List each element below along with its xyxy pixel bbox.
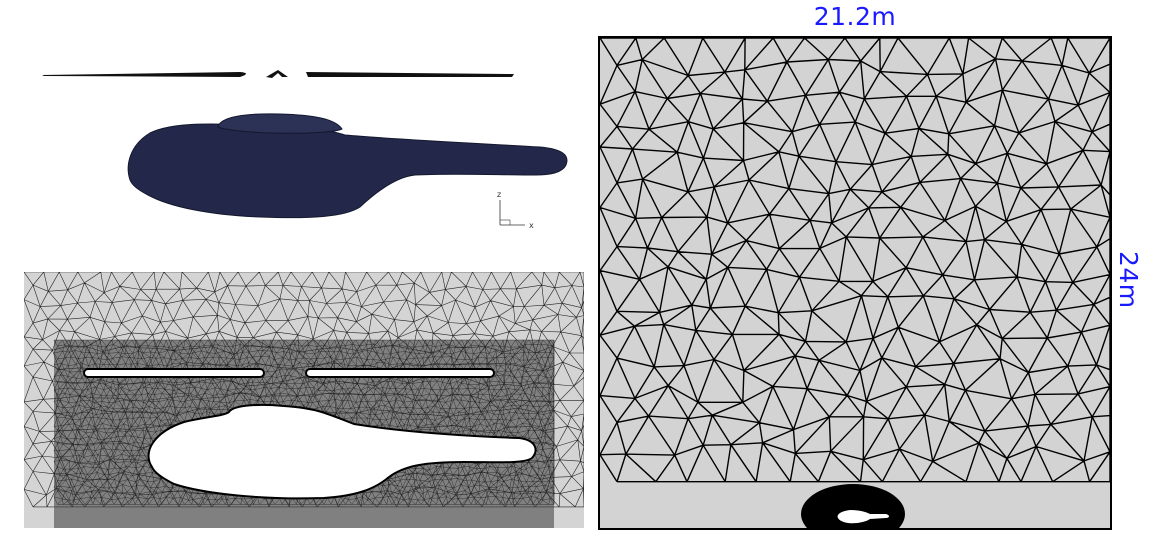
mesh-edges bbox=[599, 37, 1111, 483]
closeup-mesh-svg bbox=[24, 272, 584, 528]
blade-cutout-right bbox=[305, 368, 495, 378]
fuselage-cabin-top bbox=[217, 113, 343, 134]
domain-width-label: 21.2m bbox=[813, 2, 897, 31]
axis-triad: z x bbox=[497, 190, 534, 230]
domain-mesh-lines bbox=[599, 37, 1111, 483]
rotor-blade-left bbox=[42, 72, 246, 77]
axis-x-label: x bbox=[529, 221, 534, 230]
domain-boundary bbox=[598, 36, 1112, 530]
axis-z-label: z bbox=[497, 190, 501, 199]
domain-mesh-svg bbox=[598, 36, 1112, 530]
near-body-refinement bbox=[801, 484, 905, 530]
closeup-volume-mesh bbox=[24, 272, 584, 528]
helicopter-surface-svg: z x bbox=[42, 70, 568, 230]
fuselage bbox=[127, 123, 568, 219]
rotor-hub bbox=[266, 70, 288, 78]
domain-volume-mesh bbox=[598, 36, 1112, 530]
blade-cutout-left bbox=[83, 368, 265, 378]
helicopter-hole bbox=[837, 510, 889, 524]
domain-height-label: 24m bbox=[1114, 251, 1143, 309]
fuselage-cutout bbox=[147, 403, 537, 500]
surface-mesh-view: z x bbox=[30, 55, 590, 240]
rotor-blade-right bbox=[306, 72, 514, 77]
